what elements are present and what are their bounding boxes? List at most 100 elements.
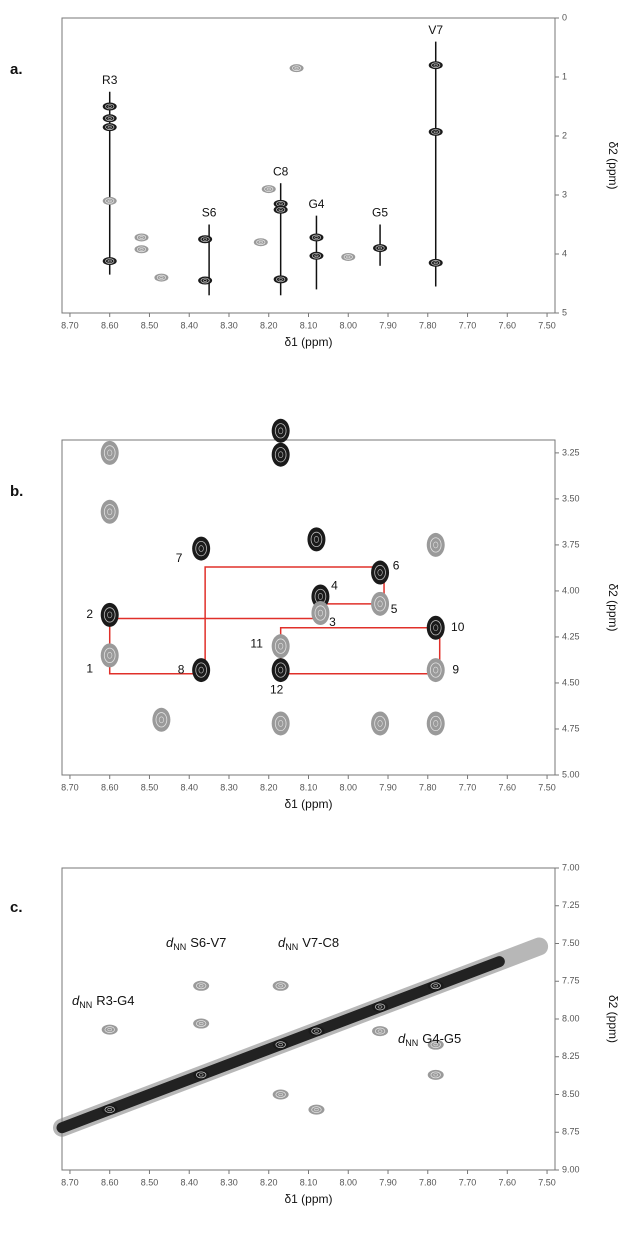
annotation-subscript: NN [79,1000,92,1010]
peak [427,980,444,991]
x-tick-label: 7.70 [459,782,477,792]
x-tick-label: 8.50 [141,1177,159,1187]
peak [192,658,211,683]
peak-contour-core [198,1021,204,1026]
peak [100,499,119,524]
peak-contour-inner [431,62,441,68]
peak [426,658,445,683]
peak-contour-inner [136,246,147,253]
peak-contour-core [139,236,144,239]
panel-label: b. [10,483,23,500]
peak-contour-inner [104,1106,115,1113]
peak-contour [426,532,445,557]
peak [102,123,117,132]
peak-label: 4 [331,579,338,593]
y-tick-label: 3 [562,189,567,199]
strip-label: S6 [202,206,217,220]
peak-contour-core [377,569,383,576]
peak-contour-inner [374,596,386,612]
peak [272,1039,289,1050]
peak-contour-core [107,125,112,129]
x-tick-label: 8.30 [220,320,238,330]
strip-label: R3 [102,73,118,87]
y-tick-label: 3.25 [562,447,580,457]
peak-contour-inner [104,1026,115,1033]
peak-label: 6 [393,559,400,573]
peak-contour [271,442,290,467]
y-tick-label: 8.00 [562,1013,580,1023]
peak-contour-core [433,624,439,632]
y-tick-label: 4 [562,248,567,258]
x-tick-label: 8.50 [141,782,159,792]
x-tick-label: 7.90 [379,1177,397,1187]
peak-contour-inner [311,252,322,259]
peak [101,1104,118,1115]
peak-contour-core [377,1029,383,1033]
peak [427,1039,444,1050]
x-tick-label: 7.60 [499,1177,517,1187]
x-tick-label: 8.10 [300,1177,318,1187]
peak-contour [311,601,330,626]
y-tick-label: 7.25 [562,900,580,910]
peak [273,205,288,214]
peak-contour-inner [200,236,210,243]
peak [134,245,149,254]
x-tick-label: 8.40 [180,1177,198,1187]
peak-contour-core [433,130,438,134]
peak [152,707,171,732]
annotation: dNN R3-G4 [72,993,135,1010]
peak-contour-core [314,236,319,239]
peak-contour-core [278,720,284,727]
y-tick-label: 8.25 [562,1051,580,1061]
x-tick-label: 7.80 [419,782,437,792]
peak [271,418,290,443]
peak-contour-inner [429,662,442,678]
peak-contour-inner [103,647,116,663]
peak-contour [273,205,288,214]
peak-contour-inner [291,65,302,71]
x-tick-label: 8.20 [260,782,278,792]
y-tick-label: 1 [562,71,567,81]
y-axis-label: δ2 (ppm) [606,583,620,631]
peak-contour-core [266,187,271,191]
peak-contour [373,244,388,253]
peak-contour [427,1069,444,1080]
y-tick-label: 8.75 [562,1127,580,1137]
x-tick-label: 8.00 [339,782,357,792]
x-tick-label: 8.40 [180,320,198,330]
peak-contour [271,711,290,736]
y-tick-label: 4.00 [562,585,580,595]
peak-label: 5 [391,602,398,616]
sequential-walk [108,566,441,675]
peak-contour-core [278,202,283,206]
peak [192,536,211,561]
peak [307,527,326,552]
peak-contour [427,980,444,991]
peak-contour-inner [200,277,210,284]
peak [271,711,290,736]
y-tick-label: 7.50 [562,938,580,948]
peak-contour-inner [430,1041,441,1049]
peak-contour-inner [274,715,287,732]
y-tick-label: 3.75 [562,539,580,549]
peak-contour [428,127,443,136]
peak-contour-core [107,508,113,516]
x-tick-label: 7.90 [379,320,397,330]
peak-contour-inner [195,982,207,990]
peak [371,711,390,736]
peak-contour-core [107,259,112,263]
peak-contour-inner [311,1027,322,1035]
x-axis-label: δ1 (ppm) [284,797,332,811]
peak-contour-core [278,278,283,281]
peak-contour-core [378,246,383,250]
peak-contour [101,1104,118,1115]
strip-label: C8 [273,164,289,178]
plot-frame [61,17,556,314]
peak-contour-inner [276,206,286,213]
peak-contour [427,1039,444,1050]
peak-contour-core [314,1108,319,1112]
peak-contour-inner [274,447,287,463]
annotation: dNN S6-V7 [166,935,226,952]
peak-contour-core [433,541,439,549]
